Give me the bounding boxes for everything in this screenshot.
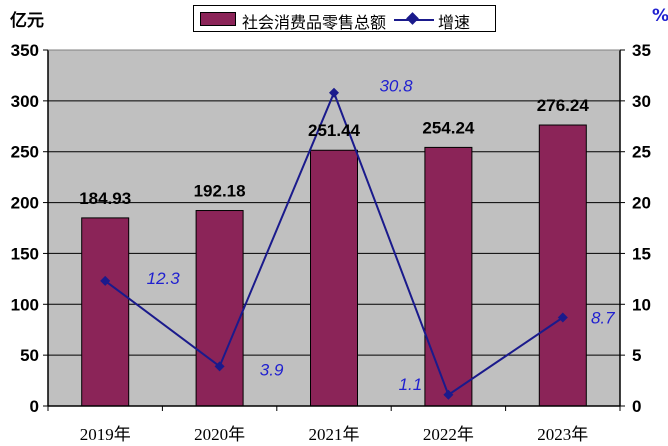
growth-line bbox=[100, 87, 568, 400]
legend-line-label: 增速 bbox=[438, 13, 471, 32]
growth-marker bbox=[100, 275, 111, 286]
axes bbox=[47, 49, 621, 407]
bar-2022年 bbox=[424, 146, 473, 407]
left-axis-ticks: 0 50 100 150 200 250 300 350 bbox=[11, 41, 48, 416]
growth-value-labels: 12.3 3.9 30.8 1.1 8.7 bbox=[147, 77, 616, 394]
growth-marker bbox=[214, 361, 225, 372]
right-tick-label: 30 bbox=[632, 92, 651, 111]
x-tick-label: 2021年 bbox=[309, 425, 360, 444]
right-tick-label: 15 bbox=[632, 244, 651, 263]
legend-bar-label: 社会消费品零售总额 bbox=[242, 13, 387, 32]
bar-value-labels: 184.93 192.18 251.44 254.24 276.24 bbox=[79, 96, 589, 208]
growth-marker bbox=[557, 312, 568, 323]
left-axis-unit: 亿元 bbox=[10, 11, 44, 31]
x-tick-label: 2022年 bbox=[423, 425, 474, 444]
growth-marker bbox=[329, 87, 339, 98]
x-tick-label: 2023年 bbox=[537, 425, 588, 444]
bar-2023年 bbox=[538, 124, 587, 407]
bar-2019年 bbox=[81, 217, 130, 407]
legend: 社会消费品零售总额 增速 bbox=[193, 5, 496, 32]
right-tick-label: 0 bbox=[632, 397, 641, 416]
right-tick-label: 35 bbox=[632, 41, 651, 60]
x-axis-ticks: 2019年 2020年 2021年 2022年 2023年 bbox=[47, 406, 621, 444]
left-tick-label: 250 bbox=[11, 143, 39, 162]
right-tick-label: 20 bbox=[632, 194, 651, 213]
bar-value-label: 276.24 bbox=[537, 96, 590, 115]
legend-diamond-marker bbox=[406, 12, 419, 25]
growth-value-label: 1.1 bbox=[399, 375, 423, 394]
left-tick-label: 0 bbox=[30, 397, 39, 416]
bar-value-label: 192.18 bbox=[194, 182, 246, 201]
x-tick-label: 2019年 bbox=[80, 425, 131, 444]
bar-value-label: 184.93 bbox=[79, 189, 131, 208]
bar-value-label: 251.44 bbox=[308, 121, 361, 140]
growth-value-label: 30.8 bbox=[379, 77, 413, 96]
left-tick-label: 150 bbox=[11, 244, 39, 263]
left-tick-label: 350 bbox=[11, 41, 39, 60]
bar-2020年 bbox=[195, 210, 244, 407]
right-tick-label: 25 bbox=[632, 143, 651, 162]
left-tick-label: 50 bbox=[20, 346, 39, 365]
bars bbox=[81, 124, 587, 407]
right-tick-label: 10 bbox=[632, 295, 651, 314]
bar-2021年 bbox=[310, 149, 358, 407]
growth-marker bbox=[443, 389, 454, 400]
right-axis-ticks: 0 5 10 15 20 25 30 35 bbox=[620, 41, 651, 416]
growth-value-label: 12.3 bbox=[147, 269, 181, 288]
left-tick-label: 100 bbox=[11, 295, 39, 314]
bar-value-label: 254.24 bbox=[422, 118, 475, 137]
growth-value-label: 3.9 bbox=[260, 360, 284, 379]
left-tick-label: 200 bbox=[11, 194, 39, 213]
legend-bar-swatch bbox=[200, 12, 236, 26]
right-axis-unit: % bbox=[652, 6, 668, 26]
x-tick-label: 2020年 bbox=[194, 425, 245, 444]
growth-value-label: 8.7 bbox=[591, 309, 615, 328]
right-tick-label: 5 bbox=[632, 346, 641, 365]
left-tick-label: 300 bbox=[11, 92, 39, 111]
